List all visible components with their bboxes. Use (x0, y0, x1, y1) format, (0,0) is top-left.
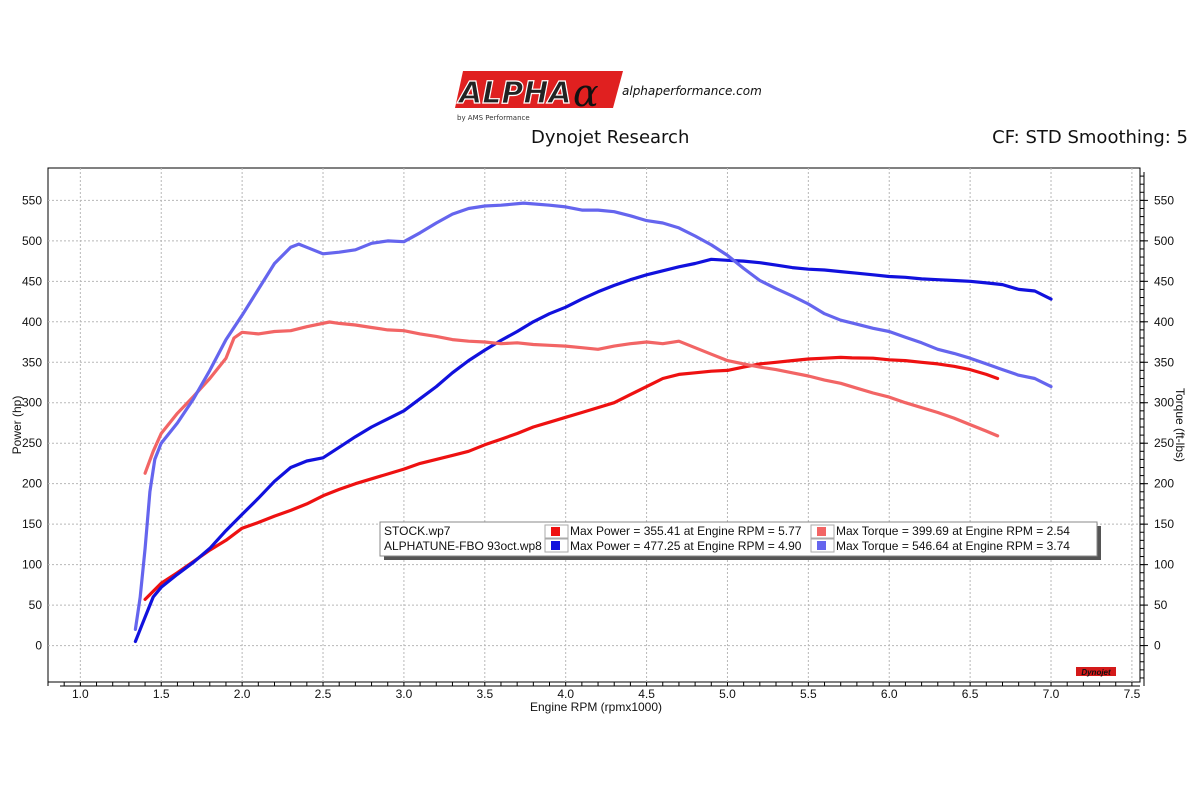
x-tick-label: 2.0 (234, 687, 251, 701)
watermark-text: Dynojet (1081, 668, 1111, 677)
x-tick-label: 6.5 (962, 687, 979, 701)
y2-tick-label: 450 (1154, 274, 1174, 288)
y2-tick-label: 100 (1154, 558, 1174, 572)
x-tick-label: 1.5 (153, 687, 170, 701)
grid (48, 168, 1140, 682)
x-axis-label: Engine RPM (rpmx1000) (530, 700, 662, 714)
y2-tick-label: 200 (1154, 477, 1174, 491)
y-tick-label: 300 (22, 396, 42, 410)
y-tick-label: 500 (22, 234, 42, 248)
legend-box (379, 521, 1098, 557)
series-lines (133, 201, 1053, 644)
x-tick-label: 3.5 (476, 687, 493, 701)
series-line-torque-2 (143, 320, 1000, 475)
logo-red-band (455, 71, 623, 108)
x-tick-label: 4.0 (557, 687, 574, 701)
logo-subtext: by AMS Performance (457, 114, 530, 122)
legend-swatch-stock-torque (817, 527, 826, 536)
legend: STOCK.wp7 ALPHATUNE-FBO 93oct.wp8 Max Po… (379, 521, 1101, 560)
y-tick-label: 50 (29, 598, 43, 612)
series-line-power-0 (143, 355, 1000, 602)
y-tick-label: 0 (35, 639, 42, 653)
y2-tick-label: 550 (1154, 193, 1174, 207)
x-tick-label: 5.0 (719, 687, 736, 701)
x-tick-label: 1.0 (72, 687, 89, 701)
y2-tick-label: 0 (1154, 639, 1161, 653)
y2-tick-label: 300 (1154, 396, 1174, 410)
legend-file-stock: STOCK.wp7 (384, 524, 451, 538)
y-tick-label: 250 (22, 436, 42, 450)
legend-max-torque-alphatune: Max Torque = 546.64 at Engine RPM = 3.74 (836, 539, 1070, 553)
legend-file-alphatune: ALPHATUNE-FBO 93oct.wp8 (384, 539, 542, 553)
legend-swatch-stock-power (551, 527, 560, 536)
y-tick-label: 200 (22, 477, 42, 491)
legend-max-torque-stock: Max Torque = 399.69 at Engine RPM = 2.54 (836, 524, 1070, 538)
series-line-power-1 (133, 257, 1053, 644)
y-axis-label: Power (hp) (10, 396, 24, 455)
legend-max-power-alphatune: Max Power = 477.25 at Engine RPM = 4.90 (570, 539, 802, 553)
series-line-torque-3 (133, 201, 1053, 632)
y2-tick-label: 400 (1154, 315, 1174, 329)
legend-max-power-stock: Max Power = 355.41 at Engine RPM = 5.77 (570, 524, 802, 538)
alpha-logo: ALPHA α by AMS Performance (455, 71, 623, 122)
y2-tick-label: 50 (1154, 598, 1168, 612)
y2-tick-label: 150 (1154, 517, 1174, 531)
plot-frame (47, 167, 1141, 683)
brand-url: alphaperformance.com (622, 84, 762, 98)
x-tick-label: 4.5 (638, 687, 655, 701)
y-tick-label: 550 (22, 193, 42, 207)
y2-tick-label: 350 (1154, 355, 1174, 369)
y-tick-label: 350 (22, 355, 42, 369)
x-tick-label: 6.0 (881, 687, 898, 701)
logo-alpha-symbol: α (573, 71, 599, 115)
dynojet-watermark: Dynojet (1076, 667, 1116, 677)
y2-tick-label: 500 (1154, 234, 1174, 248)
x-tick-label: 5.5 (800, 687, 817, 701)
y2-tick-label: 250 (1154, 436, 1174, 450)
y-tick-label: 150 (22, 517, 42, 531)
x-tick-label: 7.5 (1124, 687, 1141, 701)
x-tick-label: 2.5 (315, 687, 332, 701)
x-tick-label: 3.0 (396, 687, 413, 701)
legend-swatch-alpha-torque (817, 541, 826, 550)
y-tick-label: 450 (22, 274, 42, 288)
chart-title: Dynojet Research (531, 127, 689, 148)
y2-axis-label: Torque (ft-lbs) (1173, 388, 1187, 462)
y-tick-label: 400 (22, 315, 42, 329)
axes: 0 0 50 50 100 100 150 150 200 200 250 250 300 300 350 3… (22, 172, 1174, 701)
watermark-band (1076, 667, 1116, 676)
x-tick-label: 7.0 (1043, 687, 1060, 701)
y-tick-label: 100 (22, 558, 42, 572)
logo-text: ALPHA (457, 76, 572, 111)
chart-settings: CF: STD Smoothing: 5 (992, 127, 1188, 148)
legend-swatch-alpha-power (551, 541, 560, 550)
